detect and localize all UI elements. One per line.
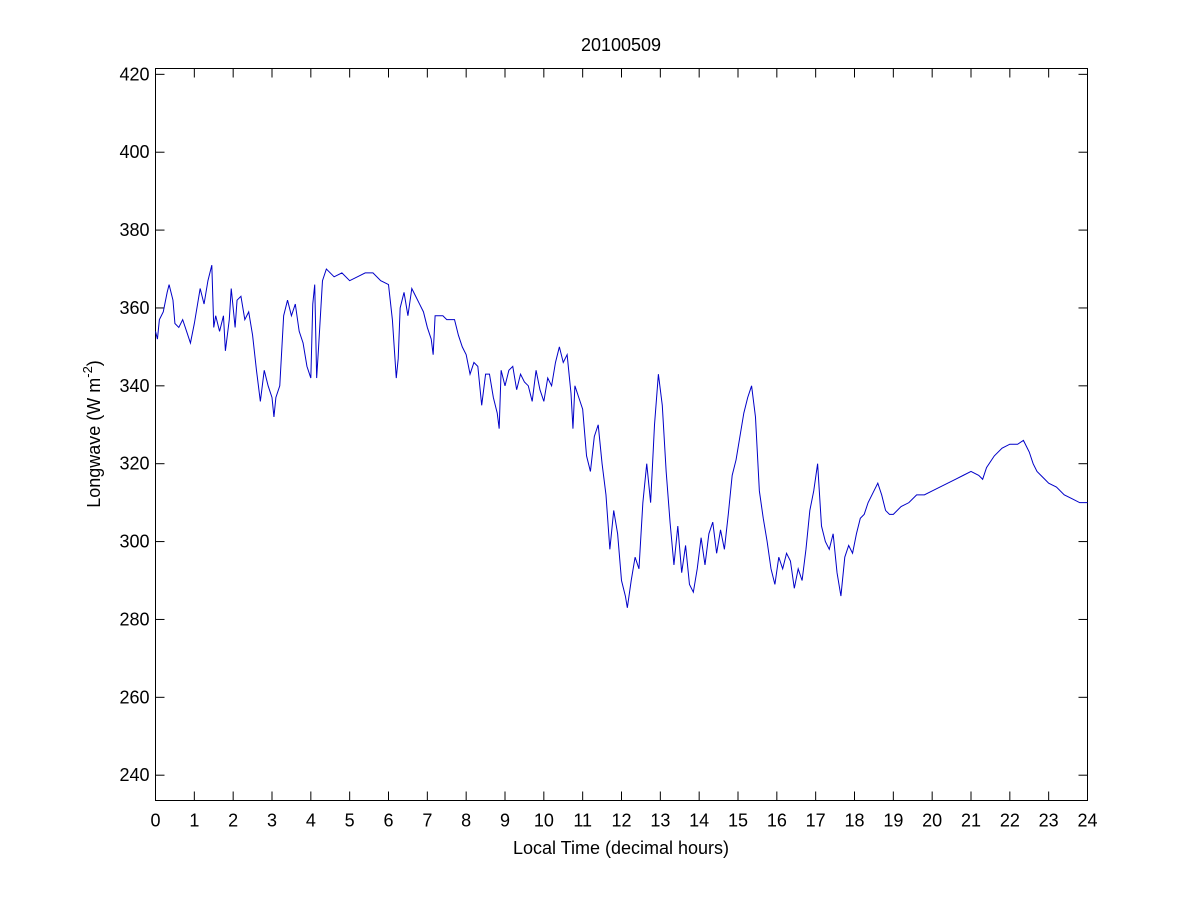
x-tick-label: 0 [150, 811, 160, 831]
x-tick-label: 23 [1039, 811, 1059, 831]
x-tick-label: 8 [461, 811, 471, 831]
x-tick-label: 22 [1000, 811, 1020, 831]
series-line [155, 265, 1088, 608]
x-tick-label: 12 [611, 811, 631, 831]
y-tick-label: 240 [119, 765, 149, 785]
chart-title: 20100509 [581, 35, 661, 55]
x-tick-label: 9 [500, 811, 510, 831]
y-tick-label: 300 [119, 532, 149, 552]
y-tick-label: 420 [119, 64, 149, 84]
y-tick-label: 340 [119, 376, 149, 396]
y-tick-label: 260 [119, 687, 149, 707]
x-tick-label: 13 [650, 811, 670, 831]
x-tick-label: 24 [1077, 811, 1097, 831]
x-tick-label: 7 [422, 811, 432, 831]
x-tick-label: 16 [767, 811, 787, 831]
y-label-text: Longwave (W m [84, 378, 104, 508]
y-tick-label: 400 [119, 142, 149, 162]
y-tick-label: 360 [119, 298, 149, 318]
x-tick-label: 2 [228, 811, 238, 831]
x-tick-label: 18 [844, 811, 864, 831]
y-tick-label: 380 [119, 220, 149, 240]
x-axis-label: Local Time (decimal hours) [513, 838, 729, 858]
y-tick-label: 320 [119, 454, 149, 474]
x-tick-label: 5 [345, 811, 355, 831]
x-tick-label: 11 [573, 811, 592, 831]
y-axis-label: Longwave (W m-2) [80, 360, 104, 508]
x-tick-label: 1 [189, 811, 199, 831]
x-tick-label: 20 [922, 811, 942, 831]
plot-area [155, 68, 1088, 801]
x-tick-label: 21 [961, 811, 981, 831]
x-tick-label: 15 [728, 811, 748, 831]
y-tick-label: 280 [119, 609, 149, 629]
y-label-superscript: -2 [80, 366, 95, 378]
x-tick-label: 6 [383, 811, 393, 831]
x-tick-label: 4 [306, 811, 316, 831]
y-label-suffix: ) [84, 360, 104, 366]
x-tick-label: 10 [534, 811, 554, 831]
x-tick-label: 14 [689, 811, 709, 831]
x-tick-label: 17 [806, 811, 826, 831]
x-tick-label: 19 [883, 811, 903, 831]
x-tick-label: 3 [267, 811, 277, 831]
